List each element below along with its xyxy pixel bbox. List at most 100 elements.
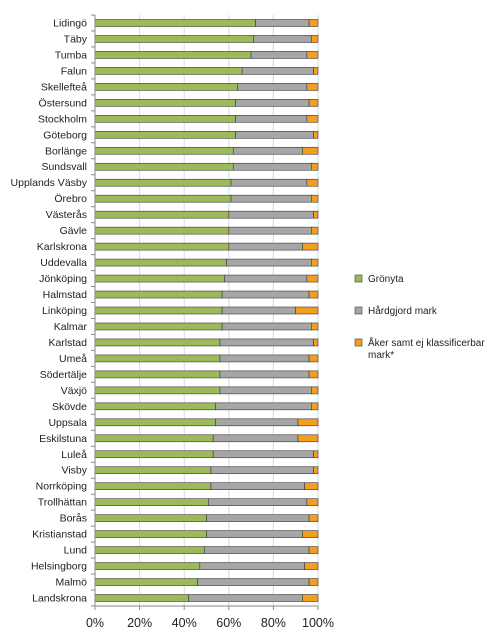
category-label: Gävle <box>60 225 88 237</box>
bar-segment <box>94 450 214 459</box>
category-labels: Lidingö Täby Tumba Falun Skellefteå Östersund… <box>11 17 88 604</box>
bar-segment <box>94 498 210 506</box>
bar-segment <box>94 322 223 331</box>
bar-segment <box>210 482 305 491</box>
category-label: Skövde <box>52 401 87 413</box>
legend-swatch <box>354 274 363 283</box>
bar-segment <box>311 194 319 203</box>
bar-segment <box>94 482 212 491</box>
bar-segment <box>295 306 319 315</box>
bar-segment <box>219 354 310 363</box>
bar-segment <box>235 130 314 139</box>
category-label: Stockholm <box>38 113 87 125</box>
bar-segment <box>311 386 319 395</box>
bar-segment <box>228 226 312 235</box>
bar-segment <box>230 194 312 203</box>
bar-segment <box>313 338 319 347</box>
category-label: Helsingborg <box>31 561 87 573</box>
bar-segment <box>219 386 312 395</box>
bar-segment <box>308 578 319 586</box>
bar-segment <box>94 418 216 427</box>
bar-segment <box>306 51 319 59</box>
bar-segment <box>304 482 319 491</box>
bar-segment <box>94 274 225 283</box>
bar-segment <box>313 130 319 139</box>
bar-segment <box>94 242 230 251</box>
bar-segment <box>94 35 254 43</box>
category-label: Östersund <box>39 97 88 109</box>
category-label: Sundsvall <box>41 161 87 173</box>
bar-segment <box>302 530 319 538</box>
legend-swatch <box>354 338 363 347</box>
bar-segment <box>302 594 319 602</box>
category-label: Södertälje <box>40 369 87 381</box>
bar-segment <box>221 290 310 299</box>
axes <box>91 14 319 610</box>
bar-segment <box>311 258 319 267</box>
bar-segment <box>94 578 198 586</box>
bar-segment <box>313 210 319 219</box>
bar-segment <box>206 530 303 538</box>
bar-segment <box>313 450 319 459</box>
category-label: Göteborg <box>43 129 87 141</box>
x-tick-labels: 0% 20% 40% 60% 80% 100% <box>86 616 334 630</box>
bar-segment <box>228 210 314 219</box>
bar-segment <box>94 99 236 107</box>
category-label: Tumba <box>55 49 87 61</box>
bar-segment <box>94 115 236 123</box>
bar-segment <box>306 274 319 283</box>
bar-segment <box>311 226 319 235</box>
bar-segment <box>221 322 312 331</box>
bar-segment <box>255 19 310 27</box>
bar-segment <box>313 466 319 475</box>
legend-label: Åker samt ej klassificerbar mark* <box>368 336 485 361</box>
bar-segment <box>94 194 232 203</box>
bar-segment <box>219 370 310 379</box>
bar-segment <box>215 418 299 427</box>
category-label: Täby <box>64 33 88 45</box>
bar-segment <box>94 178 232 187</box>
x-tick-label: 80% <box>261 616 286 630</box>
x-tick-label: 100% <box>302 616 334 630</box>
bar-segment <box>235 115 308 123</box>
category-label: Karlstad <box>48 337 87 349</box>
category-label: Falun <box>61 65 87 77</box>
bar-segment <box>306 178 319 187</box>
bar-segment <box>221 306 296 315</box>
bar-segment <box>94 434 214 443</box>
bar-segment <box>253 35 312 43</box>
bar-segment <box>308 514 319 522</box>
category-label: Jönköping <box>39 273 87 285</box>
bar-segment <box>203 546 310 554</box>
bar-segment <box>308 370 319 379</box>
legend-swatch <box>354 306 363 315</box>
x-tick-label: 60% <box>216 616 241 630</box>
category-label: Örebro <box>54 193 87 205</box>
category-label: Borlänge <box>45 145 87 157</box>
bar-segment <box>210 466 314 475</box>
bar-segment <box>308 290 319 299</box>
bar-segment <box>94 466 212 475</box>
bar-segment <box>308 354 319 363</box>
bar-segment <box>94 258 227 267</box>
category-label: Norrköping <box>36 481 88 493</box>
category-label: Halmstad <box>43 289 88 301</box>
category-label: Skellefteå <box>41 81 87 93</box>
category-label: Västerås <box>46 209 87 221</box>
bar-segment <box>297 418 319 427</box>
category-label: Umeå <box>59 353 87 365</box>
bar-segment <box>94 370 221 379</box>
bar-segment <box>230 178 308 187</box>
bar-segment <box>306 115 319 123</box>
bar-segment <box>308 99 319 107</box>
bar-segment <box>94 226 230 235</box>
category-label: Uppsala <box>48 417 87 429</box>
bars <box>94 19 319 602</box>
bar-segment <box>94 130 236 139</box>
category-label: Luleå <box>61 449 87 461</box>
bar-segment <box>94 306 223 315</box>
bar-segment <box>94 210 230 219</box>
bar-segment <box>94 354 221 363</box>
bar-segment <box>232 146 303 155</box>
bar-segment <box>94 386 221 395</box>
